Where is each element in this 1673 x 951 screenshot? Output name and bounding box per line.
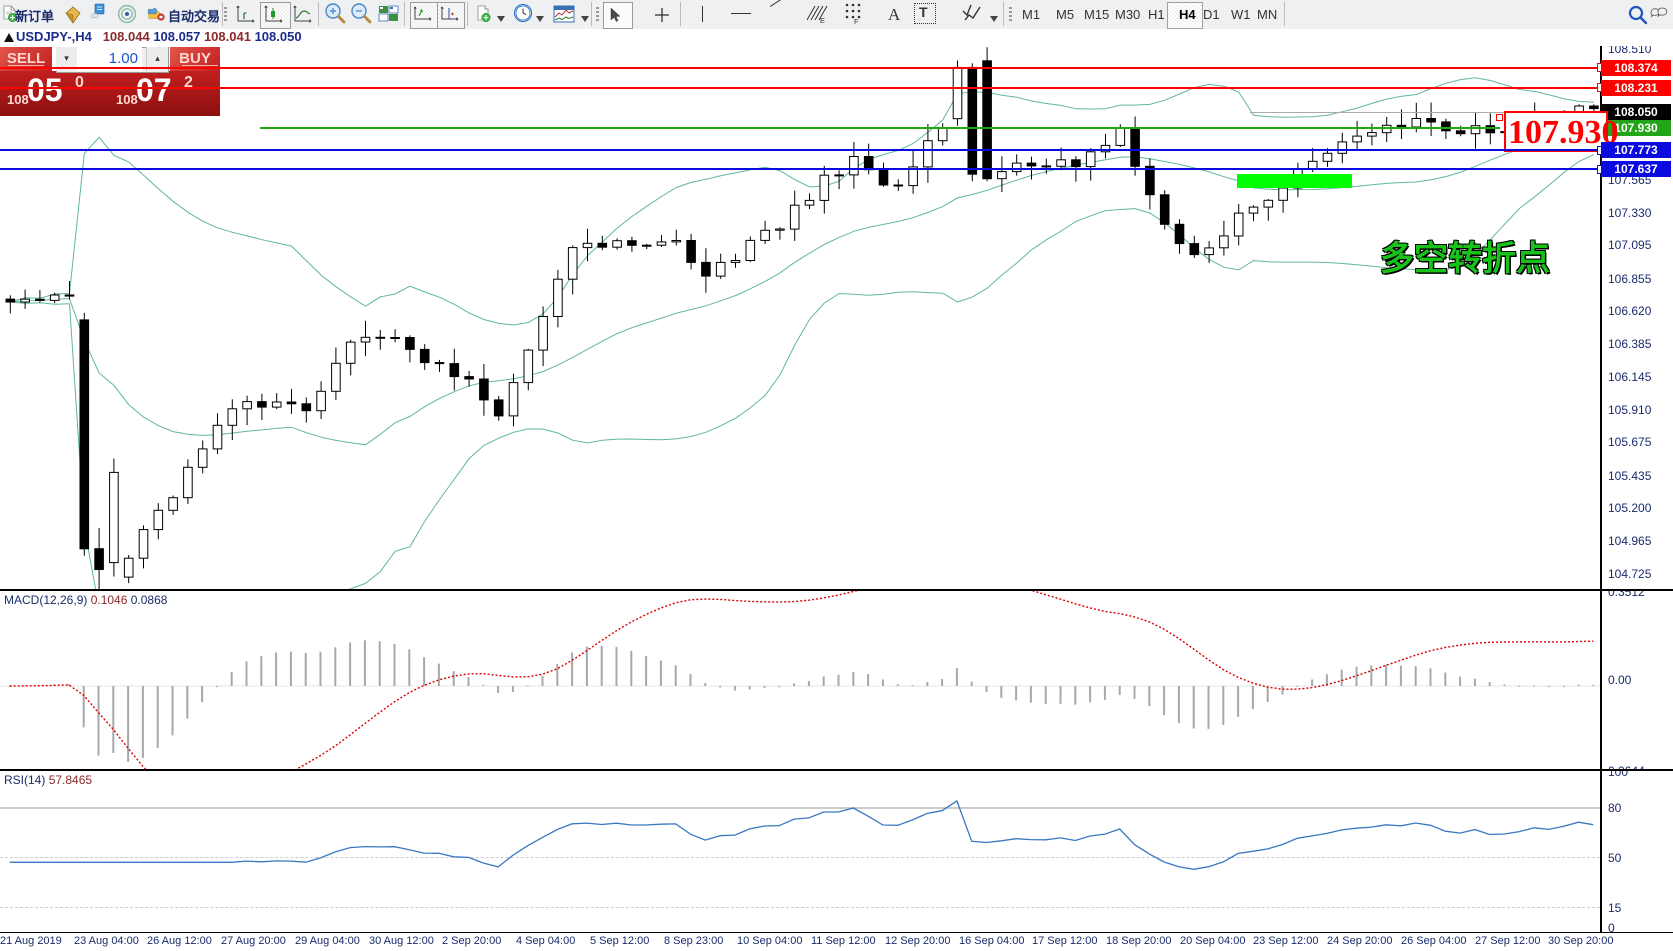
svg-text:E: E <box>820 16 825 24</box>
svg-text:F: F <box>854 17 859 25</box>
